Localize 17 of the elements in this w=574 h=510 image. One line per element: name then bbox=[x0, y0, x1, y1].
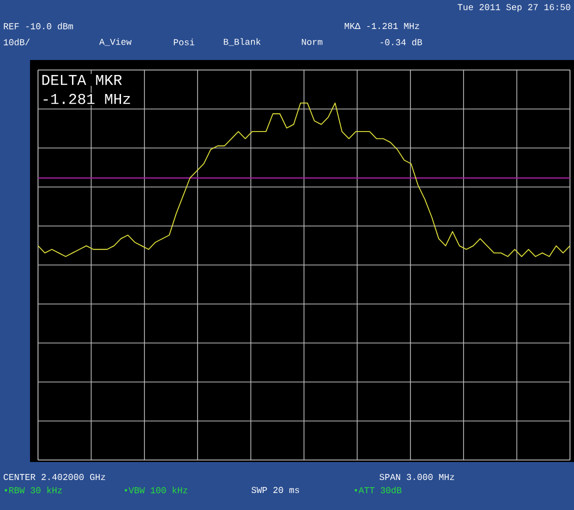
text: SWP 20 ms bbox=[252, 486, 300, 494]
text: -0.34 dB bbox=[380, 38, 422, 46]
text: •RBW 30 kHz bbox=[4, 486, 62, 494]
text: Tue 2011 Sep 27 16:50 bbox=[458, 4, 570, 12]
text: CENTER 2.402000 GHz bbox=[4, 474, 106, 480]
text: •VBW 100 kHz bbox=[124, 486, 188, 494]
text: A_View bbox=[99, 38, 132, 46]
annotation: -1.281 MHz bbox=[44, 94, 130, 104]
text: 10dB/ bbox=[4, 38, 30, 46]
text: SPAN 3.000 MHz bbox=[380, 474, 454, 480]
text: MKΔ -1.281 MHz bbox=[344, 22, 420, 30]
text: B_Blank bbox=[224, 38, 261, 46]
text: Norm bbox=[302, 38, 322, 46]
text: DELTA MKR bbox=[42, 75, 122, 85]
text: REF -10.0 dBm bbox=[4, 22, 73, 30]
text: Posi bbox=[174, 38, 194, 46]
text: •ATT 30dB bbox=[354, 486, 402, 494]
